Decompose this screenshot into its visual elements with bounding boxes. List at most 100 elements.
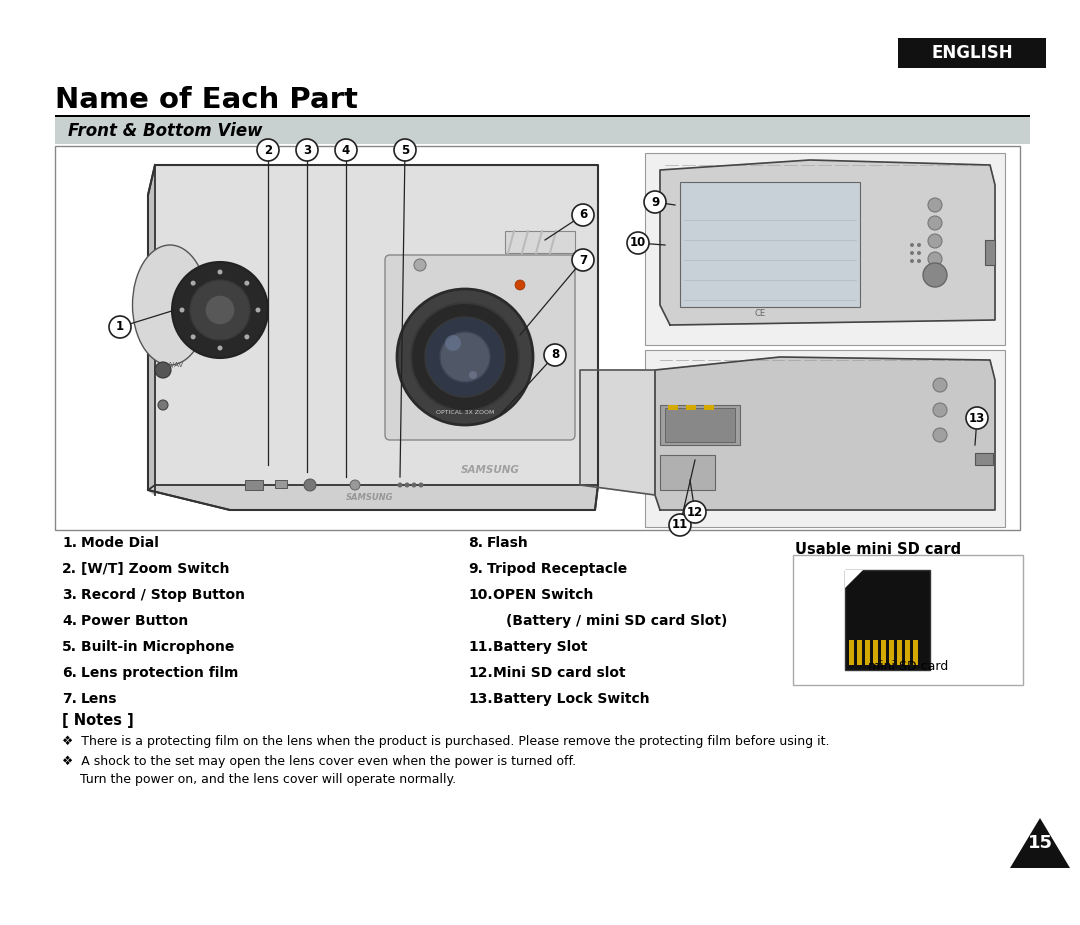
Circle shape	[244, 280, 249, 286]
Text: 9: 9	[651, 195, 659, 208]
Polygon shape	[148, 165, 156, 495]
Polygon shape	[845, 570, 863, 588]
Text: Lens protection film: Lens protection film	[81, 666, 238, 680]
Polygon shape	[580, 370, 654, 495]
Circle shape	[572, 204, 594, 226]
Ellipse shape	[133, 245, 207, 365]
Circle shape	[335, 139, 357, 161]
Circle shape	[179, 307, 185, 313]
Text: Δ/AV: Δ/AV	[168, 362, 184, 368]
Bar	[889, 640, 894, 665]
Circle shape	[933, 378, 947, 392]
Polygon shape	[148, 485, 598, 510]
Text: [ Notes ]: [ Notes ]	[62, 712, 134, 727]
Bar	[975, 453, 993, 465]
Circle shape	[405, 483, 409, 487]
Circle shape	[917, 259, 921, 263]
Text: 6: 6	[579, 208, 588, 221]
Bar	[686, 405, 696, 410]
Bar	[881, 640, 886, 665]
Bar	[505, 231, 575, 253]
Circle shape	[191, 280, 195, 286]
Text: Battery Slot: Battery Slot	[492, 640, 588, 654]
Circle shape	[933, 403, 947, 417]
Text: Mini SD card slot: Mini SD card slot	[492, 666, 625, 680]
Circle shape	[669, 514, 691, 536]
Circle shape	[469, 371, 477, 379]
Text: Record / Stop Button: Record / Stop Button	[81, 588, 244, 602]
Bar	[913, 640, 918, 665]
Circle shape	[426, 317, 505, 397]
Text: 6.: 6.	[62, 666, 77, 680]
Bar	[275, 480, 287, 488]
Text: Mode Dial: Mode Dial	[81, 536, 159, 550]
Circle shape	[515, 280, 525, 290]
Circle shape	[923, 263, 947, 287]
Circle shape	[158, 400, 168, 410]
Text: mini SD card: mini SD card	[868, 660, 948, 673]
Circle shape	[910, 259, 914, 263]
Text: 2.: 2.	[62, 562, 77, 576]
Circle shape	[928, 252, 942, 266]
FancyBboxPatch shape	[384, 255, 575, 440]
Circle shape	[394, 139, 416, 161]
Bar	[245, 480, 264, 490]
Text: Built-in Microphone: Built-in Microphone	[81, 640, 234, 654]
Text: 15: 15	[1027, 834, 1053, 852]
Circle shape	[445, 335, 461, 351]
Circle shape	[684, 501, 706, 523]
Polygon shape	[654, 357, 995, 510]
Circle shape	[256, 307, 260, 313]
Bar	[849, 640, 854, 665]
Text: 7: 7	[579, 253, 588, 266]
Circle shape	[917, 243, 921, 247]
Circle shape	[933, 428, 947, 442]
Circle shape	[217, 269, 222, 275]
Circle shape	[910, 251, 914, 255]
Circle shape	[440, 332, 490, 382]
Text: 11: 11	[672, 519, 688, 532]
Bar	[897, 38, 1047, 68]
Circle shape	[419, 483, 423, 487]
Bar	[873, 640, 878, 665]
Bar	[645, 350, 1005, 527]
Circle shape	[627, 232, 649, 254]
Text: OPEN Switch: OPEN Switch	[492, 588, 593, 602]
Text: SAMSUNG: SAMSUNG	[347, 494, 394, 502]
Bar	[897, 640, 902, 665]
Bar	[865, 640, 870, 665]
Bar	[985, 240, 995, 265]
Text: 1.: 1.	[62, 536, 77, 550]
Bar	[660, 455, 715, 490]
Text: 7.: 7.	[62, 692, 77, 706]
Bar	[660, 405, 740, 445]
Circle shape	[917, 251, 921, 255]
Circle shape	[156, 362, 171, 378]
Circle shape	[350, 480, 360, 490]
Text: 2: 2	[264, 143, 272, 156]
Circle shape	[172, 262, 268, 358]
Text: Name of Each Part: Name of Each Part	[55, 86, 357, 114]
Text: CE: CE	[755, 309, 766, 317]
Circle shape	[411, 303, 519, 411]
Text: Lens: Lens	[81, 692, 117, 706]
Circle shape	[205, 295, 235, 325]
Bar	[680, 182, 860, 307]
Bar	[858, 640, 862, 665]
Text: ENGLISH: ENGLISH	[931, 44, 1013, 62]
Circle shape	[244, 334, 249, 339]
Text: ❖  A shock to the set may open the lens cover even when the power is turned off.: ❖ A shock to the set may open the lens c…	[62, 756, 576, 769]
Bar	[665, 408, 735, 442]
Text: 8.: 8.	[468, 536, 483, 550]
Text: 13: 13	[969, 412, 985, 425]
Bar	[55, 117, 1030, 144]
Circle shape	[411, 483, 417, 487]
Circle shape	[966, 407, 988, 429]
Bar	[704, 405, 714, 410]
Bar	[55, 115, 1030, 117]
Circle shape	[928, 234, 942, 248]
Circle shape	[217, 346, 222, 351]
Text: Flash: Flash	[487, 536, 528, 550]
Circle shape	[257, 139, 279, 161]
Text: Turn the power on, and the lens cover will operate normally.: Turn the power on, and the lens cover wi…	[80, 773, 456, 786]
